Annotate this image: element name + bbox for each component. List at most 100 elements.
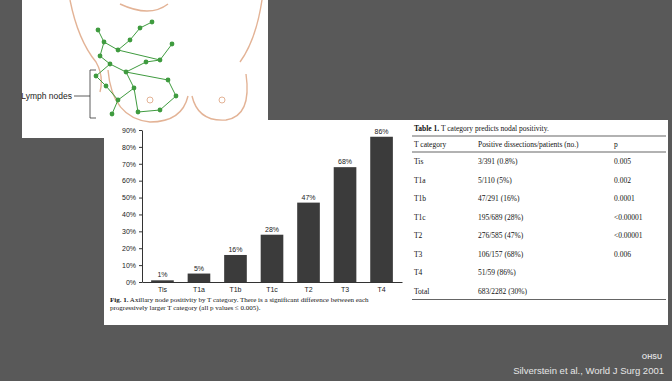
x-tick: T1b [229,286,241,293]
x-tick-label: T3 [341,286,349,293]
lymph-vessel [126,72,134,88]
table-cell: 5/110 (5%) [478,176,512,185]
data-label: 86% [375,128,389,135]
lymph-vessel [106,86,118,100]
table-cell: T3 [414,250,423,259]
table-cell: <0.00001 [614,213,643,222]
y-tick: 20% [122,245,142,252]
table-cell: <0.00001 [614,231,643,240]
x-tick: T1c [266,286,278,293]
table-title-text: T category predicts nodal positivity. [441,124,549,133]
y-tick-label: 70% [122,161,136,168]
lymph-node [102,40,107,45]
table-cell: 106/157 (68%) [478,250,524,259]
table-cell: 0.002 [614,176,631,185]
y-tick-label: 90% [122,127,136,134]
nipple [147,97,153,103]
content-panel [104,120,668,325]
x-tick-label: Tis [158,286,168,293]
x-tick: T2 [304,286,312,293]
table-cell: 195/689 (28%) [478,213,524,222]
lymph-node [150,20,155,25]
lymph-node [104,84,109,89]
lymph-node [96,28,101,33]
slide: Lymph nodes0%10%20%30%40%50%60%70%80%90%… [0,0,672,381]
lymph-node [116,48,121,53]
lymph-node [110,112,115,117]
lymph-vessel [118,88,134,100]
y-tick-mark [139,164,142,165]
y-tick-label: 80% [122,144,136,151]
y-tick-label: 30% [122,228,136,235]
bar [151,280,174,282]
table-label: Table 1. [414,124,439,133]
x-tick: Tis [158,286,168,293]
y-axis: 0% 10% 20% 30% 40% 50% 60% 70% 80% 90% [122,127,143,286]
lymph-node [138,26,143,31]
table-cell: T1b [414,194,426,203]
x-tick-label: T2 [304,286,312,293]
x-tick-label: T1a [193,286,205,293]
bar [297,203,320,282]
y-tick: 10% [122,262,142,269]
x-axis: Tis T1a T1b T1c T2 T3 T4 [143,283,403,293]
logo: OHSU [642,353,662,360]
table-cell: Tis [414,157,423,166]
y-tick-label: 0% [126,279,136,286]
table-cell: 0.006 [614,250,631,259]
lymph-node [158,58,163,63]
y-axis-line [142,131,143,283]
bracket [90,70,96,118]
bracket-leader [74,96,90,97]
x-tick: T3 [341,286,349,293]
y-tick-mark [139,130,142,131]
data-label: 5% [194,265,204,272]
illustration-panel [22,0,268,138]
figure-label: Fig. 1. [110,296,128,304]
y-tick: 40% [122,211,142,218]
data-label: 1% [157,271,167,278]
y-tick-mark [139,248,142,249]
data-label: 16% [228,246,242,253]
nipple [219,97,225,103]
table-cell: 47/291 (16%) [478,194,520,203]
table-cell: 3/391 (0.8%) [478,157,518,166]
y-tick: 50% [122,194,142,201]
table-title: Table 1. T category predicts nodal posit… [414,124,549,133]
table-cell: Total [414,287,429,296]
bar [334,167,357,282]
bar [261,235,284,282]
lymph-node [166,78,171,83]
lymph-node [128,38,133,43]
lymph-vessel [126,62,146,72]
lymph-node [174,94,179,99]
lymph-node [170,42,175,47]
y-tick-mark [139,282,142,283]
lymph-vessel [138,110,160,112]
y-tick: 60% [122,177,142,184]
body-outline [192,74,247,120]
y-tick-mark [139,198,142,199]
x-tick: T1a [193,286,205,293]
body-outline [240,0,262,62]
y-tick: 90% [122,127,142,134]
lymph-node [144,60,149,65]
lymph-vessel [104,42,118,50]
y-tick: 70% [122,161,142,168]
slide-canvas: Lymph nodes0%10%20%30%40%50%60%70%80%90%… [0,0,672,381]
citation: Silverstein et al., World J Surg 2001 [513,365,664,376]
table-header: T category [414,140,446,149]
x-tick-label: T1c [266,286,278,293]
y-tick-label: 40% [122,211,136,218]
bar-chart: 0% 10% 20% 30% 40% 50% 60% 70% 80% 90% Tis T1a T1b T1… [122,127,403,293]
lymph-node [108,62,113,67]
x-tick-label: T1b [229,286,241,293]
lymph-vessel [96,64,110,76]
y-tick-mark [139,214,142,215]
table-cell: T4 [414,268,423,277]
lymph-node [136,110,141,115]
x-tick: T4 [377,286,385,293]
y-tick: 30% [122,228,142,235]
table-rule [412,299,666,300]
lymph-vessel [160,44,172,60]
